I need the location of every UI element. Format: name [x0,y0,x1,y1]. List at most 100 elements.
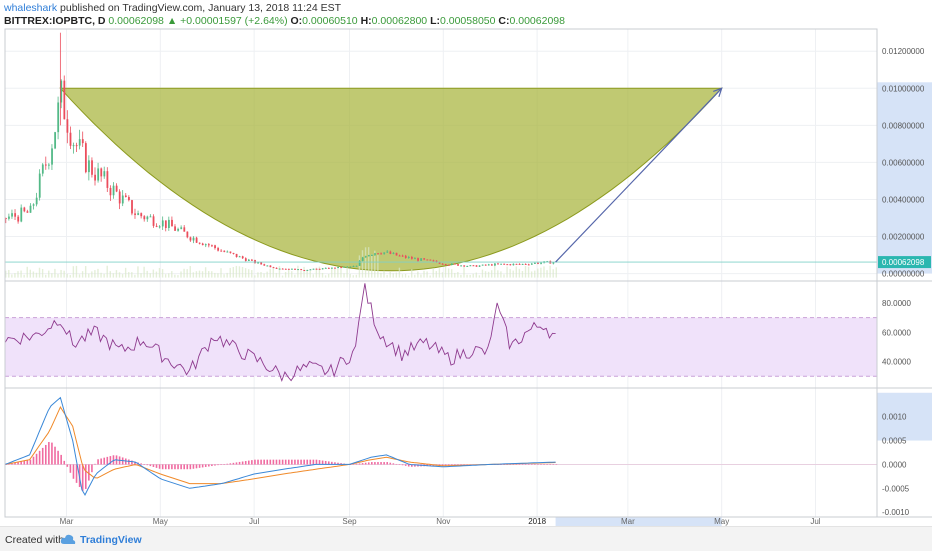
macd-histogram-bar [57,450,59,465]
volume-bar [287,269,290,278]
tradingview-brand-link[interactable]: TradingView [80,534,142,546]
volume-bar [183,268,185,278]
volume-bar [214,272,216,278]
volume-bar [278,266,281,278]
candle-body [48,164,50,166]
author-link[interactable]: whaleshark [4,2,58,14]
candle-body [435,260,438,263]
macd-histogram-bar [20,461,22,465]
volume-bar [438,268,441,278]
macd-axis-tick-label: 0.0010 [882,413,907,422]
volume-bar [318,266,321,278]
macd-histogram-bar [337,462,339,465]
volume-bar [343,273,345,278]
x-tick-label: Nov [436,517,450,526]
candle-body [201,243,204,246]
volume-bar [168,273,170,278]
candle-body [303,270,306,272]
candle-body [183,227,186,232]
macd-histogram-bar [257,459,259,465]
low-label: L: [430,15,440,27]
tradingview-cloud-icon [60,534,76,548]
volume-bar [472,273,474,278]
volume-bar [26,266,28,278]
volume-bar [226,272,228,278]
candle-body [294,268,296,270]
macd-histogram-bar [411,464,413,467]
macd-histogram-bar [131,460,133,465]
macd-histogram-bar [84,464,87,489]
volume-bar [223,274,225,278]
macd-histogram-bar [109,456,112,465]
candle-body [32,204,35,206]
candle-body [494,263,496,266]
volume-bar [435,271,438,278]
volume-bar [238,266,241,278]
macd-histogram-bar [392,463,395,465]
volume-bar [186,269,188,278]
volume-bar [447,268,450,278]
candle-body [297,269,300,271]
price-change: +0.00001597 (+2.64%) [180,15,288,27]
macd-histogram-bar [549,464,552,465]
volume-bar [469,274,471,278]
candle-body [146,216,149,220]
macd-histogram-bar [217,464,219,466]
macd-histogram-bar [174,464,176,470]
volume-bar [312,274,314,278]
volume-bar [143,266,145,278]
volume-bar [284,271,287,278]
candle-body [312,268,315,270]
volume-bar [158,267,161,278]
macd-histogram-bar [294,459,296,465]
candle-body [14,213,17,217]
candle-body [487,264,490,266]
candle-body [469,265,472,267]
volume-bar [247,269,250,278]
candle-body [463,265,466,267]
macd-histogram-bar [41,447,44,465]
macd-histogram-bar [291,459,293,465]
volume-bar [315,267,318,278]
volume-bar [121,274,124,278]
x-tick-label: Sep [342,517,357,526]
candle-body [38,173,41,198]
macd-histogram-bar [51,442,53,465]
macd-histogram-bar [340,463,342,465]
candle-body [524,263,527,265]
candle-body [174,226,176,231]
candle-body [91,160,93,175]
candle-body [306,269,309,271]
candle-body [481,264,484,266]
volume-bar [48,270,50,278]
volume-bar [450,269,453,278]
x-tick-label: Jul [249,517,259,526]
volume-bar [100,272,102,278]
volume-bar [429,275,431,278]
volume-bar [57,274,59,278]
macd-histogram-bar [530,464,533,465]
low-value: 0.00058050 [440,15,496,27]
candle-body [217,248,220,251]
candle-body [63,80,66,120]
macd-histogram-bar [152,464,155,467]
volume-bar [487,271,490,278]
volume-bar [546,270,548,278]
candle-body [106,171,109,188]
volume-bar [124,267,127,278]
macd-histogram-bar [515,464,518,465]
volume-bar [11,274,13,278]
volume-bar [383,270,385,278]
candle-body [352,265,355,267]
candle-body [88,160,90,173]
macd-histogram-bar [100,458,102,465]
candle-body [121,195,124,204]
price-axis-highlight [877,82,932,274]
volume-bar [72,266,75,278]
candle-body [321,268,324,270]
x-tick-label: Mar [60,517,74,526]
candle-body [546,261,549,263]
rsi-line [4,283,556,382]
candle-body [60,80,63,103]
